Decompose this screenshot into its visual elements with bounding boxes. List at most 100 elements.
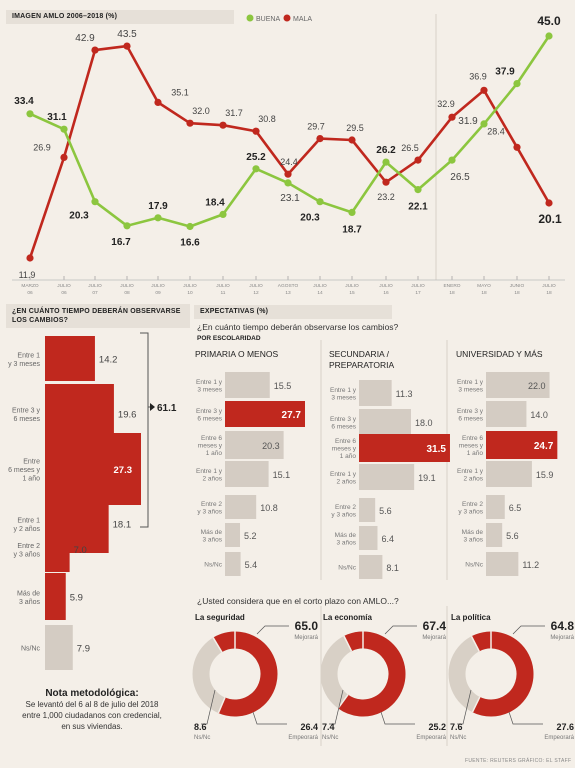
data-point-buena bbox=[348, 208, 356, 216]
bar-category-label: y 3 años bbox=[197, 508, 222, 515]
data-label-buena: 37.9 bbox=[495, 67, 515, 78]
bar-category-label: meses y bbox=[198, 443, 223, 450]
bar bbox=[359, 409, 411, 435]
bar-category-label: 1 año bbox=[206, 450, 223, 457]
bar-category-label: Entre 2 bbox=[201, 501, 222, 508]
x-tick-label: JULIO bbox=[216, 283, 230, 289]
x-tick-label: 10 bbox=[187, 290, 193, 296]
bar-category-label: 6 meses bbox=[331, 423, 356, 430]
data-point-buena bbox=[480, 120, 488, 128]
data-label-mala: 36.9 bbox=[469, 71, 487, 81]
bar-category-label: y 2 años bbox=[14, 526, 41, 533]
bar-category-label: meses y bbox=[332, 446, 357, 453]
data-point-mala bbox=[316, 135, 324, 143]
donut-value-nsnc: 8.6 bbox=[194, 722, 207, 732]
donut-value-mejorara: 65.0 bbox=[295, 619, 319, 633]
bar bbox=[486, 552, 519, 576]
data-point-buena bbox=[252, 165, 260, 173]
x-tick-label: 13 bbox=[285, 290, 291, 296]
data-point-mala bbox=[252, 127, 260, 135]
x-tick-label: JULIO bbox=[411, 283, 425, 289]
donut-label-nsnc: Ns/Nc bbox=[194, 735, 210, 741]
data-point-mala bbox=[382, 178, 390, 186]
bar-category-label: Entre 1 y bbox=[196, 379, 223, 386]
data-label-buena: 26.5 bbox=[450, 172, 470, 183]
bar bbox=[225, 461, 269, 487]
bar-value: 22.0 bbox=[528, 381, 546, 391]
bar-category-label: Entre 1 y bbox=[330, 387, 357, 394]
bar-category-label: Ns/Nc bbox=[338, 565, 356, 572]
legend-dot-buena bbox=[246, 14, 254, 22]
bar-value: 18.1 bbox=[113, 520, 131, 531]
leader-line bbox=[201, 689, 216, 725]
bar-value: 5.2 bbox=[244, 531, 257, 541]
bar bbox=[359, 464, 415, 490]
data-point-buena bbox=[382, 158, 390, 166]
bar-category-label: Entre 3 y bbox=[12, 407, 41, 414]
bar-category-label: meses y bbox=[459, 443, 484, 450]
bar-category-label: Entre 6 bbox=[201, 435, 222, 442]
bar-value: 5.4 bbox=[245, 560, 258, 570]
x-tick-label: 17 bbox=[415, 290, 421, 296]
x-tick-label: 18 bbox=[514, 290, 520, 296]
bar-category-label: Ns/Nc bbox=[21, 646, 41, 653]
leader-line bbox=[508, 711, 543, 725]
bar-category-label: Más de bbox=[335, 532, 357, 539]
donut-label-empeorara: Empeorará bbox=[416, 735, 446, 741]
data-label-buena: 25.2 bbox=[246, 152, 266, 163]
bar-category-label: Ns/Nc bbox=[465, 562, 483, 569]
x-tick-label: JULIO bbox=[57, 283, 71, 289]
donut-gap bbox=[212, 637, 223, 653]
data-label-buena: 18.7 bbox=[342, 224, 362, 235]
bar-value: 27.7 bbox=[282, 410, 302, 421]
data-label-buena: 31.1 bbox=[47, 112, 67, 123]
x-tick-label: JUNIO bbox=[510, 283, 525, 289]
by-schooling-label: POR ESCOLARIDAD bbox=[197, 335, 261, 342]
bar bbox=[486, 495, 505, 519]
bar-category-label: 3 meses bbox=[197, 386, 222, 393]
data-label-buena: 26.2 bbox=[376, 145, 396, 156]
legend-label-buena: BUENA bbox=[256, 16, 280, 23]
time-bar-chart: 14.2 Entre 1 y 3 meses 19.6 Entre 3 y 6 meses… bbox=[8, 332, 177, 670]
bar-category-label: 3 años bbox=[336, 539, 356, 546]
x-tick-label: MAYO bbox=[477, 283, 491, 289]
line-chart: BUENA MALAMARZO06JULIO06JULIO07JULIO08JUL… bbox=[12, 14, 565, 296]
bar-category-label: Ns/Nc bbox=[204, 562, 222, 569]
x-tick-label: ENERO bbox=[443, 283, 460, 289]
bar-value: 6.4 bbox=[381, 534, 394, 544]
data-label-mala: 24.4 bbox=[280, 157, 298, 167]
legend-label-mala: MALA bbox=[293, 16, 312, 23]
data-label-mala: 29.7 bbox=[307, 122, 325, 132]
bar-value: 19.1 bbox=[418, 473, 436, 483]
x-tick-label: 12 bbox=[253, 290, 259, 296]
data-label-mala: 28.4 bbox=[487, 126, 505, 136]
panel-title: UNIVERSIDAD Y MÁS bbox=[456, 349, 543, 359]
bar-category-label: 3 años bbox=[463, 536, 483, 543]
data-label-buena: 22.1 bbox=[408, 202, 428, 213]
data-point-buena bbox=[91, 198, 99, 206]
panel-title: PREPARATORIA bbox=[329, 360, 395, 370]
donut-title: La política bbox=[451, 613, 491, 622]
data-point-mala bbox=[513, 143, 521, 151]
bar-category-label: 1 año bbox=[467, 450, 484, 457]
bar bbox=[486, 372, 550, 398]
donut-label-mejorara: Mejorará bbox=[294, 635, 318, 641]
data-label-mala: 26.9 bbox=[33, 142, 51, 152]
bar-category-label: Entre bbox=[23, 459, 40, 466]
bar-category-label: Entre 6 bbox=[462, 435, 483, 442]
data-point-mala bbox=[414, 156, 422, 164]
x-tick-label: 18 bbox=[481, 290, 487, 296]
data-point-buena bbox=[186, 222, 194, 231]
donut-title: La economía bbox=[323, 613, 372, 622]
x-tick-label: JULIO bbox=[313, 283, 327, 289]
bar-category-label: Entre 2 bbox=[462, 501, 483, 508]
bar-value: 15.9 bbox=[536, 470, 554, 480]
data-label-buena: 23.1 bbox=[280, 193, 300, 204]
x-tick-label: 16 bbox=[383, 290, 389, 296]
bar-category-label: 2 años bbox=[336, 478, 356, 485]
x-tick-label: MARZO bbox=[21, 283, 39, 289]
bar bbox=[359, 555, 383, 579]
bracket-total: 61.1 bbox=[157, 403, 177, 414]
data-label-buena: 16.7 bbox=[111, 237, 131, 248]
bar bbox=[359, 434, 450, 462]
